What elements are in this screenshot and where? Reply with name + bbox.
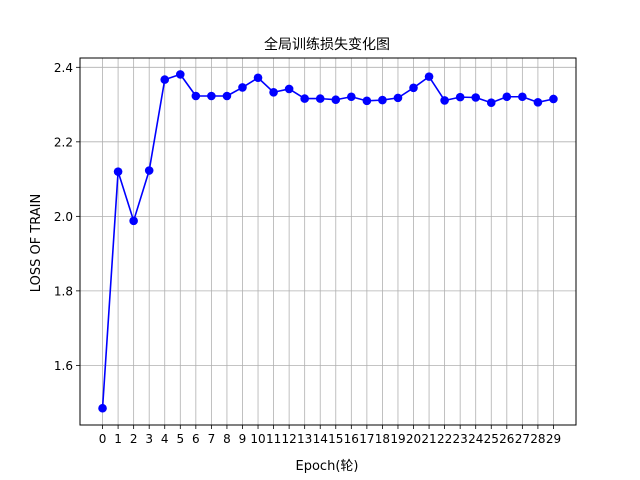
data-point	[160, 75, 170, 84]
data-point	[113, 167, 123, 176]
x-tick-label: 6	[192, 432, 200, 446]
x-tick-label: 18	[375, 432, 390, 446]
x-tick-label: 25	[484, 432, 499, 446]
data-point	[471, 93, 481, 102]
data-point	[238, 83, 247, 92]
x-axis-ticks: 0 1 2 3 4 5 6 7 8 9 10 11 12 13 14 15 16 17 18 19 20 21 22 23 24…	[99, 425, 561, 446]
data-point	[207, 91, 216, 101]
data-point	[393, 93, 403, 103]
data-point	[518, 92, 527, 102]
x-tick-label: 14	[313, 432, 328, 446]
data-point	[362, 96, 372, 106]
x-tick-label: 20	[406, 432, 421, 446]
data-point	[269, 87, 278, 97]
x-tick-label: 9	[239, 432, 247, 446]
data-point	[253, 73, 263, 83]
x-tick-label: 22	[437, 432, 452, 446]
x-tick-label: 19	[390, 432, 405, 446]
y-tick-label: 2.4	[54, 61, 73, 75]
data-point	[175, 70, 185, 79]
x-tick-label: 5	[176, 432, 184, 446]
x-tick-label: 12	[281, 432, 296, 446]
x-tick-label: 8	[223, 432, 231, 446]
x-axis-label: Epoch(轮)	[296, 459, 359, 474]
data-point	[378, 95, 387, 105]
x-tick-label: 2	[130, 432, 138, 446]
y-axis-label: LOSS OF TRAIN	[29, 194, 44, 292]
y-axis-ticks: 1.6 1.8 2.0 2.2 2.4	[54, 61, 80, 373]
data-point	[98, 403, 107, 413]
data-point	[331, 95, 341, 105]
data-point	[144, 166, 154, 175]
x-tick-label: 28	[530, 432, 545, 446]
series-layer	[98, 70, 558, 413]
x-tick-label: 26	[499, 432, 514, 446]
data-point	[315, 94, 325, 103]
data-point	[502, 92, 512, 102]
data-point	[533, 98, 543, 107]
x-tick-label: 4	[161, 432, 169, 446]
y-tick-label: 1.8	[54, 284, 73, 298]
x-tick-label: 1	[114, 432, 122, 446]
y-tick-label: 2.2	[54, 135, 73, 149]
chart-title: 全局训练损失变化图	[264, 36, 390, 53]
grid	[80, 58, 576, 425]
data-point	[191, 91, 201, 101]
data-point	[284, 84, 294, 94]
plot-frame	[79, 57, 577, 426]
x-tick-label: 15	[328, 432, 343, 446]
y-tick-label: 1.6	[54, 359, 73, 373]
x-tick-label: 0	[99, 432, 107, 446]
x-tick-label: 13	[297, 432, 312, 446]
data-point	[300, 94, 309, 103]
data-point	[347, 92, 356, 102]
x-tick-label: 21	[421, 432, 436, 446]
data-point	[455, 92, 465, 102]
x-tick-label: 3	[145, 432, 153, 446]
x-tick-label: 24	[468, 432, 483, 446]
x-tick-label: 16	[344, 432, 359, 446]
y-tick-label: 2.0	[54, 210, 73, 224]
x-tick-label: 17	[359, 432, 374, 446]
data-point	[440, 96, 449, 105]
x-tick-label: 10	[250, 432, 265, 446]
data-point	[222, 91, 232, 101]
x-tick-label: 29	[546, 432, 561, 446]
data-point	[486, 98, 496, 108]
x-tick-label: 7	[208, 432, 216, 446]
x-tick-label: 27	[515, 432, 530, 446]
x-tick-label: 23	[453, 432, 468, 446]
data-point	[409, 83, 418, 93]
data-point	[129, 216, 138, 226]
x-tick-label: 11	[266, 432, 281, 446]
data-point	[549, 94, 558, 104]
data-point	[424, 72, 434, 81]
